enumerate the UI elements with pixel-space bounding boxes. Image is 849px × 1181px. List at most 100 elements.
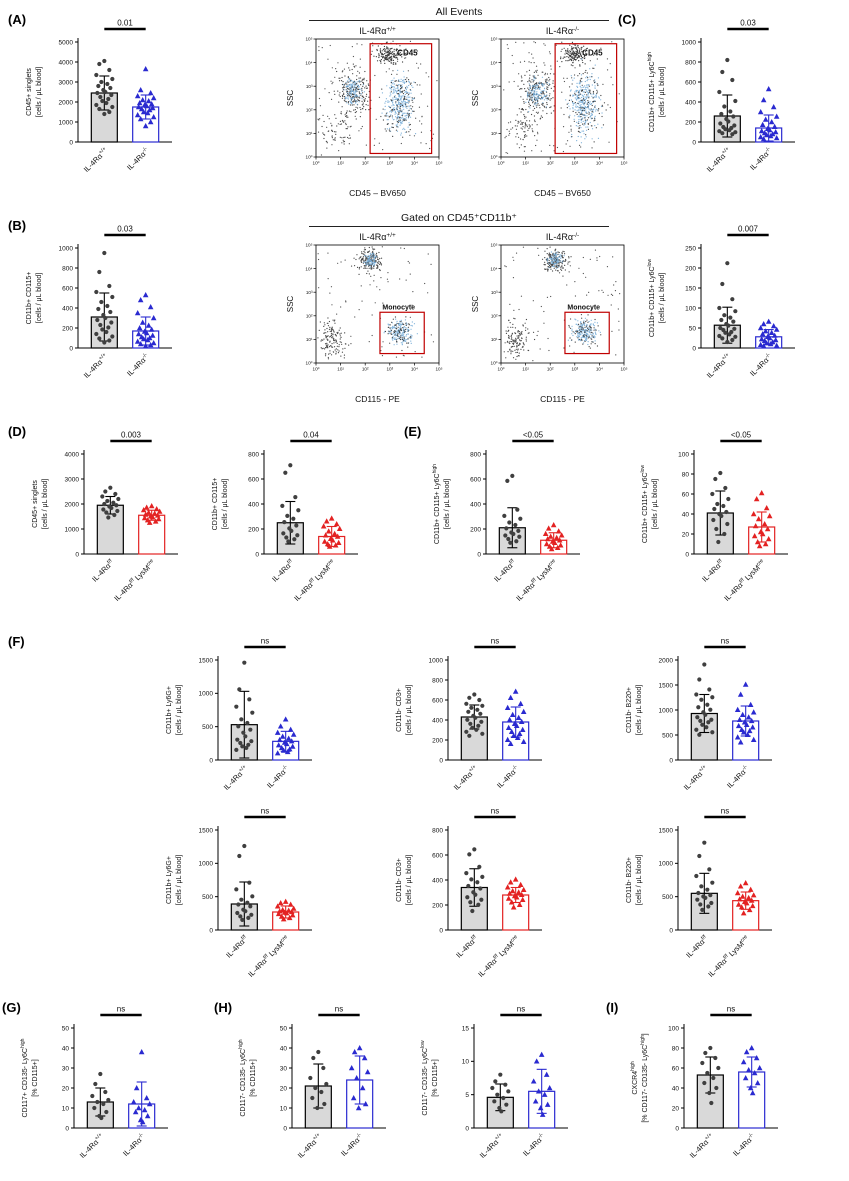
svg-text:200: 200 [685,119,696,126]
scatter-points-group1 [94,250,115,345]
svg-text:[cells / μL blood]: [cells / μL blood] [36,67,43,118]
chart-F2-svg: 0 200 400 600 800 1000 CD11b- CD3+ [cells / μL … [396,637,542,792]
svg-text:1500: 1500 [659,827,674,834]
svg-text:1000: 1000 [59,119,74,126]
svg-text:80: 80 [672,1045,680,1052]
scatter-points-group2 [734,880,757,916]
panel-label-e: (E) [404,424,422,439]
scatter-points-group1 [94,58,115,117]
panel-e-chart-ly6chigh: 0 200 400 600 800 CD11b+ CD115+ Ly6Chigh [cell… [430,428,610,625]
scatter-points-group1 [502,473,523,545]
svg-text:10⁴: 10⁴ [490,60,497,65]
svg-text:IL-4Rα+/+: IL-4Rα+/+ [359,232,396,242]
svg-text:10⁵: 10⁵ [490,243,497,248]
panel-f-chart-b220-blue: 0 500 1000 1500 2000 CD11b- B220+ [cells / μL … [622,634,802,807]
svg-text:2000: 2000 [65,501,80,508]
svg-text:IL-4Rαf/f: IL-4Rαf/f [684,934,710,960]
svg-text:IL-4Rαf/f LysMcre: IL-4Rαf/f LysMcre [476,934,521,979]
svg-text:0: 0 [75,551,79,558]
svg-text:CD117+ CD135- Ly6Chigh: CD117+ CD135- Ly6Chigh [20,1038,29,1117]
svg-text:IL-4Rα-/-: IL-4Rα-/- [748,146,774,172]
svg-text:IL-4Rαf/f LysMcre: IL-4Rαf/f LysMcre [722,558,767,603]
scatter-points-group1 [308,1049,329,1111]
panel-h-chart-ly6chigh: 0 10 20 30 40 50 CD117- CD135- Ly6Chigh [% CD11… [236,1002,416,1175]
svg-text:IL-4Rα-/-: IL-4Rα-/- [748,352,774,378]
svg-text:1000: 1000 [429,657,444,664]
scatter-points-group1 [717,57,738,137]
scatter-points-group1 [700,1045,721,1106]
panel-label-b: (B) [8,218,27,233]
svg-text:0: 0 [65,1125,69,1132]
svg-text:1000: 1000 [199,691,214,698]
svg-text:500: 500 [202,724,213,731]
svg-text:0: 0 [685,551,689,558]
scatter-points-group1 [464,692,485,738]
svg-text:1000: 1000 [59,245,74,252]
chart-B-svg: 0 200 400 600 800 1000 CD11b+ CD115+ [cells / μ… [26,225,172,380]
flow-gate-label: CD45 [582,49,603,58]
svg-text:IL-4Rα+/+: IL-4Rα+/+ [478,1132,506,1160]
svg-text:CD11b+ CD115+ Ly6Clow: CD11b+ CD115+ Ly6Clow [640,465,649,544]
svg-text:200: 200 [685,265,696,272]
chart-F5-svg: 0 200 400 600 800 CD11b- CD3+ [cells / μL bloo… [396,807,542,979]
chart-D2-svg: 0 200 400 600 800 CD11b+ CD115+ [cells / μL bl… [212,431,358,603]
svg-text:[% CD115+]: [% CD115+] [250,1059,257,1096]
flow-ylabel: SSC [471,90,480,107]
svg-text:10⁵: 10⁵ [435,161,442,166]
svg-text:400: 400 [685,99,696,106]
flow-top-header-line [309,20,609,21]
flow-xlabel: CD45 – BV650 [349,188,406,198]
svg-text:600: 600 [685,79,696,86]
scatter-points-group2 [320,515,343,549]
svg-text:0: 0 [675,1125,679,1132]
p-value: ns [117,1005,125,1014]
svg-text:10³: 10³ [386,161,393,166]
svg-text:4000: 4000 [59,59,74,66]
scatter-points-group2 [750,490,773,549]
svg-text:10⁰: 10⁰ [491,155,498,160]
chart-F4-svg: 0 500 1000 1500 CD11b+ Ly6G+ [cells / μL bloo… [166,807,312,979]
svg-text:[cells / μL blood]: [cells / μL blood] [222,479,229,530]
svg-text:IL-4Rα-/-: IL-4Rα-/- [121,1132,147,1158]
svg-text:20: 20 [62,1085,70,1092]
p-value: ns [491,637,499,646]
p-value: ns [335,1005,343,1014]
svg-text:10⁵: 10⁵ [305,37,312,42]
svg-text:20: 20 [682,531,690,538]
svg-text:400: 400 [432,877,443,884]
svg-text:10⁵: 10⁵ [435,367,442,372]
svg-text:[cells / μL blood]: [cells / μL blood] [652,479,659,530]
svg-text:[cells / μL blood]: [cells / μL blood] [636,685,643,736]
svg-text:10³: 10³ [306,84,313,89]
flow-bottom-header: Gated on CD45⁺CD11b⁺ [401,212,517,224]
flow-ylabel: SSC [286,90,295,107]
svg-text:10⁴: 10⁴ [411,161,418,166]
svg-text:10⁴: 10⁴ [596,161,603,166]
svg-text:3000: 3000 [65,476,80,483]
svg-text:0: 0 [69,139,73,146]
panel-f-chart-cd3-blue: 0 200 400 600 800 1000 CD11b- CD3+ [cells / μL … [392,634,572,807]
chart-C2-svg: 0 50 100 150 200 250 CD11b+ CD115+ Ly6Clow[cel… [647,225,795,380]
svg-text:250: 250 [685,245,696,252]
svg-text:10²: 10² [491,108,498,113]
scatter-points-group1 [717,261,738,345]
svg-text:10³: 10³ [491,290,498,295]
svg-text:10⁴: 10⁴ [411,367,418,372]
svg-text:600: 600 [62,285,73,292]
panel-a-chart: 0 1000 2000 3000 4000 5000 CD45+ singlets [cell… [22,16,202,189]
scatter-points-group1 [694,840,715,912]
scatter-points-group2 [274,898,297,922]
flow-gate [369,43,433,155]
svg-text:CD11b+ CD115+ Ly6Chigh: CD11b+ CD115+ Ly6Chigh [647,52,656,132]
scatter-points-group2 [530,1051,553,1117]
svg-text:CD11b+ CD115+: CD11b+ CD115+ [26,272,33,325]
svg-text:[% CD115+]: [% CD115+] [432,1059,439,1096]
chart-F1-svg: 0 500 1000 1500 CD11b+ Ly6G+ [cells / μL bloo… [166,637,312,792]
svg-text:IL-4Rαf/f: IL-4Rαf/f [224,934,250,960]
svg-text:200: 200 [248,526,259,533]
svg-text:[cells / μL blood]: [cells / μL blood] [636,855,643,906]
flow-gate-label: Monocyte [567,304,600,311]
